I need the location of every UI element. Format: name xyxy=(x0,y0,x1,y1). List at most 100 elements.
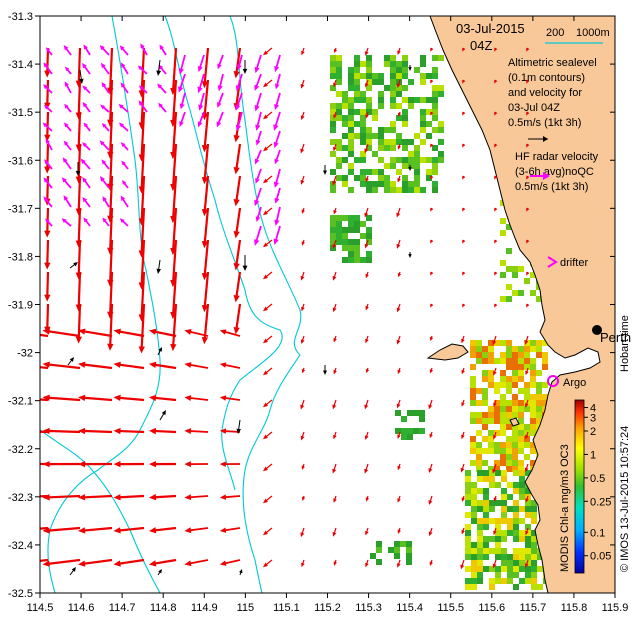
chl-pixel xyxy=(495,500,501,506)
chl-pixel xyxy=(530,370,536,376)
chl-pixel xyxy=(518,460,524,466)
chl-pixel xyxy=(384,127,390,133)
chl-pixel xyxy=(432,109,438,115)
chl-pixel xyxy=(536,400,542,406)
chl-pixel xyxy=(366,103,372,109)
chl-pixel xyxy=(342,257,348,263)
chl-pixel xyxy=(513,560,519,566)
chl-pixel xyxy=(476,460,482,466)
chl-pixel xyxy=(348,127,354,133)
chl-pixel xyxy=(500,218,506,224)
chl-pixel xyxy=(501,530,507,536)
chl-pixel xyxy=(372,109,378,115)
chl-pixel xyxy=(414,145,420,151)
chl-pixel xyxy=(512,406,518,412)
chl-pixel xyxy=(501,488,507,494)
chl-pixel xyxy=(336,103,342,109)
chl-pixel xyxy=(477,542,483,548)
chl-pixel xyxy=(465,524,471,530)
chl-pixel xyxy=(524,388,530,394)
chl-pixel xyxy=(330,221,336,227)
chl-pixel xyxy=(414,187,420,193)
chl-pixel xyxy=(500,430,506,436)
chl-pixel xyxy=(366,73,372,79)
chl-pixel xyxy=(384,145,390,151)
colorbar-gradient xyxy=(575,400,584,573)
chl-pixel xyxy=(477,536,483,542)
chl-pixel xyxy=(524,424,530,430)
chl-pixel xyxy=(372,73,378,79)
chl-pixel xyxy=(419,416,425,422)
chl-pixel xyxy=(342,157,348,163)
chl-pixel xyxy=(524,454,530,460)
chl-pixel xyxy=(465,476,471,482)
chl-pixel xyxy=(519,530,525,536)
chl-pixel xyxy=(530,448,536,454)
chl-pixel xyxy=(390,103,396,109)
chl-pixel xyxy=(384,55,390,61)
chl-pixel xyxy=(489,518,495,524)
chl-pixel xyxy=(476,430,482,436)
chl-pixel xyxy=(348,139,354,145)
x-tick-label: 114.5 xyxy=(27,602,54,614)
chl-pixel xyxy=(330,127,336,133)
chl-pixel xyxy=(483,470,489,476)
chl-pixel xyxy=(348,227,354,233)
chl-pixel xyxy=(513,524,519,530)
y-tick-label: -32 xyxy=(17,348,33,360)
chl-pixel xyxy=(471,512,477,518)
chl-pixel xyxy=(396,139,402,145)
chl-pixel xyxy=(512,460,518,466)
chl-pixel xyxy=(482,424,488,430)
chl-pixel xyxy=(483,566,489,572)
chl-pixel xyxy=(348,109,354,115)
chl-pixel xyxy=(354,91,360,97)
chl-pixel xyxy=(330,233,336,239)
chl-pixel xyxy=(384,61,390,67)
chl-pixel xyxy=(513,500,519,506)
chl-pixel xyxy=(536,382,542,388)
chl-pixel xyxy=(524,278,530,284)
chl-pixel xyxy=(354,175,360,181)
chl-pixel xyxy=(471,554,477,560)
chl-pixel xyxy=(518,370,524,376)
chl-pixel xyxy=(470,376,476,382)
chl-pixel xyxy=(470,418,476,424)
chl-pixel xyxy=(414,163,420,169)
chl-pixel xyxy=(354,121,360,127)
chl-pixel xyxy=(432,67,438,73)
chl-pixel xyxy=(402,121,408,127)
chl-pixel xyxy=(482,388,488,394)
chl-pixel xyxy=(408,157,414,163)
chl-pixel xyxy=(414,175,420,181)
chl-pixel xyxy=(465,500,471,506)
chl-pixel xyxy=(518,358,524,364)
chl-pixel xyxy=(426,97,432,103)
chl-pixel xyxy=(348,257,354,263)
chl-pixel xyxy=(506,340,512,346)
chl-pixel xyxy=(530,364,536,370)
chl-pixel xyxy=(495,542,501,548)
chl-pixel xyxy=(494,460,500,466)
chl-pixel xyxy=(501,506,507,512)
chl-pixel xyxy=(471,488,477,494)
chl-pixel xyxy=(482,370,488,376)
chl-pixel xyxy=(372,133,378,139)
chl-pixel xyxy=(488,370,494,376)
chl-pixel xyxy=(483,506,489,512)
chl-pixel xyxy=(500,460,506,466)
chl-pixel xyxy=(500,454,506,460)
chl-pixel xyxy=(336,145,342,151)
chl-pixel xyxy=(470,388,476,394)
chl-pixel xyxy=(530,346,536,352)
chl-pixel xyxy=(495,548,501,554)
chl-pixel xyxy=(348,73,354,79)
chl-pixel xyxy=(432,115,438,121)
chl-pixel xyxy=(531,512,537,518)
y-tick-label: -32.2 xyxy=(8,444,33,456)
chl-pixel xyxy=(378,103,384,109)
chl-pixel xyxy=(420,139,426,145)
chl-pixel xyxy=(519,506,525,512)
chl-pixel xyxy=(342,245,348,251)
chl-pixel xyxy=(395,410,401,416)
